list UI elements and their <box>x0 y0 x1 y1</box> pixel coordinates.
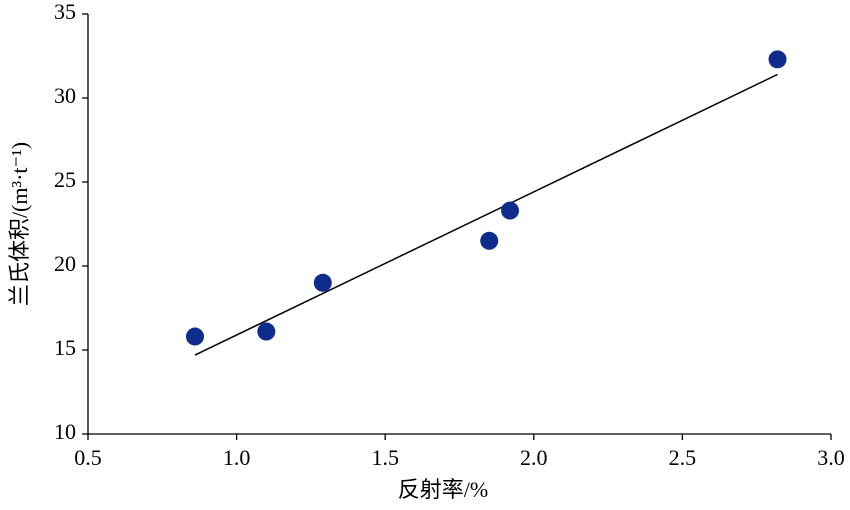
point <box>501 201 520 220</box>
x-tick-label: 1.0 <box>223 445 251 470</box>
point <box>480 231 499 250</box>
y-tick-label: 10 <box>54 419 76 444</box>
x-tick-label: 2.0 <box>520 445 548 470</box>
y-tick-label: 15 <box>54 335 76 360</box>
x-tick-label: 1.5 <box>371 445 399 470</box>
y-tick-label: 25 <box>54 167 76 192</box>
point <box>185 327 204 346</box>
trend-line <box>194 73 778 356</box>
point <box>313 273 332 292</box>
x-tick-label: 3.0 <box>817 445 845 470</box>
y-tick-label: 35 <box>54 0 76 24</box>
x-axis-title: 反射率/% <box>398 477 488 502</box>
point <box>768 50 787 69</box>
x-tick-label: 2.5 <box>669 445 697 470</box>
point <box>257 322 276 341</box>
x-tick-label: 0.5 <box>74 445 102 470</box>
y-tick-label: 30 <box>54 83 76 108</box>
y-tick-label: 20 <box>54 251 76 276</box>
y-axis-title: 兰氏体积/(m³·t⁻¹) <box>7 142 32 306</box>
